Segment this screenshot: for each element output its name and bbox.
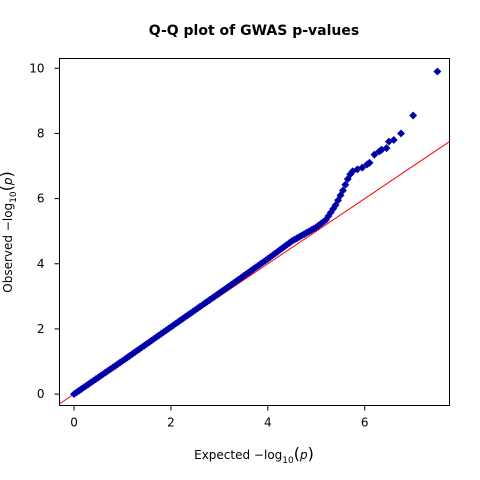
- data-point: [370, 150, 379, 159]
- y-axis-label-var: p: [1, 177, 15, 186]
- data-point: [433, 67, 442, 76]
- x-axis-ticks: 0 2 4 6: [70, 405, 369, 430]
- x-axis-label: Expected −log10(p): [194, 444, 314, 466]
- y-axis-label-subscript: 10: [9, 191, 19, 203]
- x-tick-label: 6: [361, 416, 369, 430]
- x-tick-label: 4: [264, 416, 272, 430]
- y-tick-label: 6: [37, 192, 45, 206]
- y-axis-label: Observed −log10(p): [0, 171, 19, 292]
- y-tick-label: 4: [37, 257, 45, 271]
- plot-frame: [59, 58, 450, 406]
- y-axis-label-prefix: Observed −log: [1, 203, 15, 293]
- data-point: [397, 129, 406, 138]
- x-axis-label-paren-open: (: [294, 444, 300, 463]
- x-axis-label-prefix: Expected −log: [194, 448, 282, 462]
- y-tick-label: 0: [37, 387, 45, 401]
- data-point: [389, 135, 398, 144]
- points-layer: [70, 67, 442, 399]
- data-point: [358, 163, 367, 172]
- x-axis-label-var: p: [299, 448, 308, 462]
- chart-title: Q-Q plot of GWAS p-values: [149, 23, 359, 39]
- y-tick-label: 10: [29, 61, 44, 75]
- data-point: [338, 186, 347, 195]
- y-axis-ticks: 0 2 4 6 8 10: [29, 61, 60, 401]
- x-axis-label-paren-close: ): [308, 444, 314, 463]
- y-tick-label: 2: [37, 322, 45, 336]
- plot-area: [59, 58, 450, 406]
- data-point: [382, 144, 391, 153]
- x-axis-label-subscript: 10: [282, 456, 294, 466]
- y-tick-label: 8: [37, 126, 45, 140]
- data-point: [365, 158, 374, 167]
- data-point: [409, 111, 418, 120]
- x-tick-label: 2: [167, 416, 175, 430]
- data-point: [341, 180, 350, 189]
- y-axis-label-paren-close: ): [0, 171, 16, 177]
- y-axis-label-paren-open: (: [0, 185, 16, 191]
- x-tick-label: 0: [70, 416, 78, 430]
